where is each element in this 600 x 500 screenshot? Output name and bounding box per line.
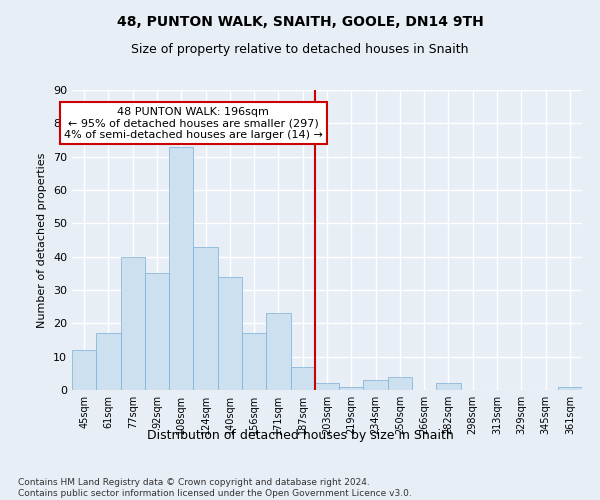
Bar [388,376,412,390]
Bar [558,386,582,390]
Text: 48 PUNTON WALK: 196sqm
← 95% of detached houses are smaller (297)
4% of semi-det: 48 PUNTON WALK: 196sqm ← 95% of detached… [64,106,323,140]
Bar [121,256,145,390]
Bar [339,386,364,390]
Bar [290,366,315,390]
Bar [169,146,193,390]
Bar [364,380,388,390]
Bar [218,276,242,390]
Bar [193,246,218,390]
Y-axis label: Number of detached properties: Number of detached properties [37,152,47,328]
Bar [242,334,266,390]
Bar [315,384,339,390]
Bar [96,334,121,390]
Text: Distribution of detached houses by size in Snaith: Distribution of detached houses by size … [146,428,454,442]
Bar [72,350,96,390]
Bar [266,314,290,390]
Text: Size of property relative to detached houses in Snaith: Size of property relative to detached ho… [131,42,469,56]
Bar [145,274,169,390]
Text: 48, PUNTON WALK, SNAITH, GOOLE, DN14 9TH: 48, PUNTON WALK, SNAITH, GOOLE, DN14 9TH [116,15,484,29]
Bar [436,384,461,390]
Text: Contains HM Land Registry data © Crown copyright and database right 2024.
Contai: Contains HM Land Registry data © Crown c… [18,478,412,498]
